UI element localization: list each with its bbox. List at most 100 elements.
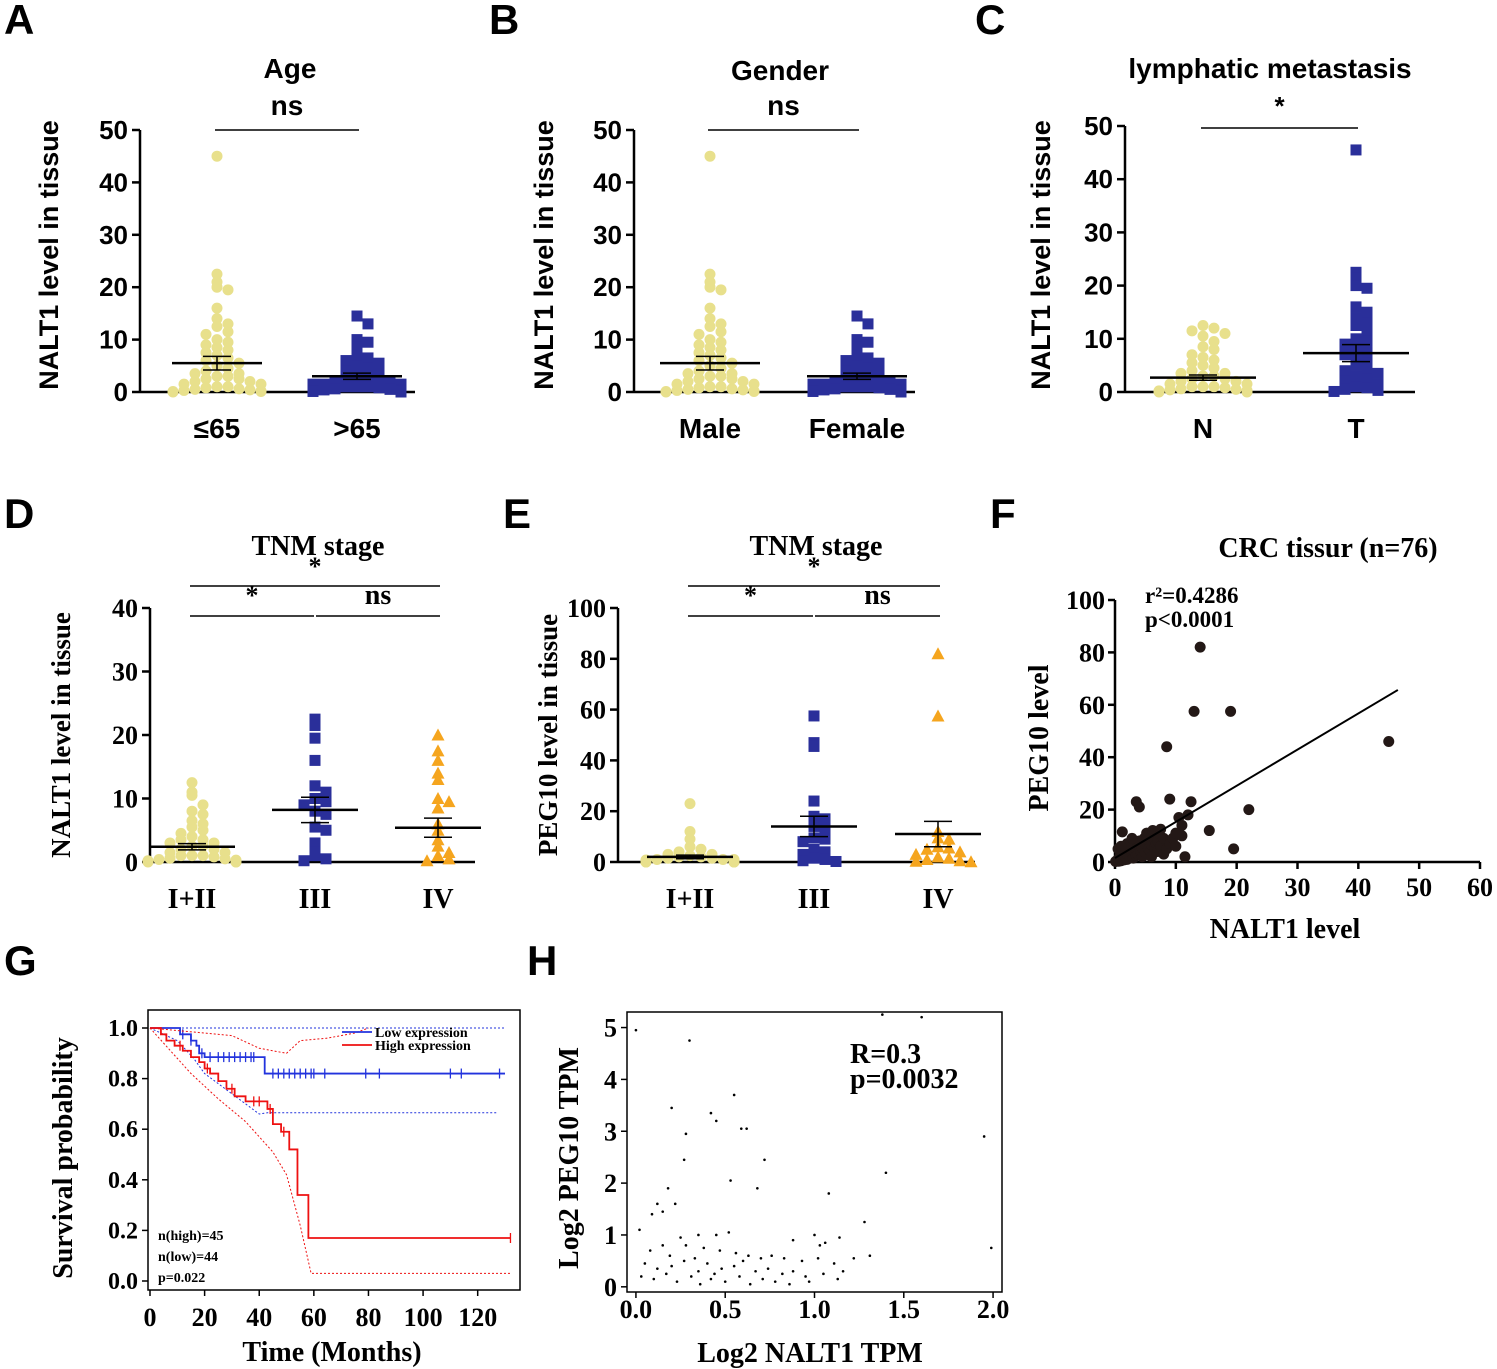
panel-a-point-65-7 xyxy=(222,318,234,330)
panel-e-point-i-ii-12 xyxy=(662,852,674,864)
panel-a-point-65-19 xyxy=(318,378,330,390)
panel-a-point-65-33 xyxy=(395,386,407,398)
panel-c-y-tick-label-3: 30 xyxy=(1084,217,1113,247)
panel-c-point-n-8 xyxy=(1186,349,1198,361)
panel-f-x-tick-label-1: 10 xyxy=(1163,873,1189,902)
panel-a-point-65-9 xyxy=(222,326,234,338)
panel-b-point-female-7 xyxy=(840,355,852,367)
panel-c-point-n-3 xyxy=(1219,327,1231,339)
panel-d-point-i-ii-8 xyxy=(186,821,198,833)
panel-d-y-axis-label: NALT1 level in tissue xyxy=(46,612,76,858)
panel-h-x-tick-label-4: 2.0 xyxy=(977,1295,1010,1324)
panel-g-x-tick-label-0: 0 xyxy=(144,1303,157,1332)
panel-e-point-iii-3 xyxy=(808,795,820,807)
panel-d-significance-label-1: * xyxy=(246,581,259,610)
panel-e-point-iv-15 xyxy=(964,855,978,868)
panel-b-point-female-17 xyxy=(829,376,841,388)
panel-b-point-male-37 xyxy=(726,383,738,395)
panel-e-point-iv-1 xyxy=(931,709,945,722)
panel-c-point-t-25 xyxy=(1339,375,1351,387)
panel-b-point-female-21 xyxy=(807,378,819,390)
panel-h-point-13 xyxy=(763,1158,766,1162)
panel-h-point-21 xyxy=(661,1210,665,1213)
panel-b-point-male-29 xyxy=(726,373,738,385)
panel-d-point-iv-15 xyxy=(420,854,434,867)
panel-h-point-48 xyxy=(852,1256,856,1260)
panel-h-point-29 xyxy=(791,1238,795,1242)
panel-g-survival: 0 20 40 60 80 100 120 0.0 0.2 0.4 0.6 0.8 1.0 Time (M… xyxy=(48,1009,521,1368)
panel-c-point-n-4 xyxy=(1197,330,1209,342)
panel-c-point-t-5 xyxy=(1350,301,1362,313)
panel-d-point-iv-12 xyxy=(442,845,456,858)
panel-b-point-male-17 xyxy=(704,349,716,361)
panel-a-point-65-7 xyxy=(340,355,352,367)
panel-b-y-tick-label-5: 50 xyxy=(593,115,622,145)
panel-f-point-64 xyxy=(1203,825,1215,837)
panel-h-point-26 xyxy=(679,1236,682,1239)
panel-d-point-iii-3 xyxy=(309,754,321,766)
panel-a-point-65-31 xyxy=(244,376,256,388)
panel-c-point-n-6 xyxy=(1197,341,1209,353)
panel-c-point-t-12 xyxy=(1361,335,1373,347)
panel-c-point-t-29 xyxy=(1339,383,1351,395)
panel-b-point-female-2 xyxy=(851,334,863,346)
panel-c-point-t-26 xyxy=(1372,378,1384,390)
panel-b-point-male-23 xyxy=(693,365,705,377)
panel-c-y-tick-label-5: 50 xyxy=(1084,111,1113,141)
panel-d-point-i-ii-4 xyxy=(186,805,198,817)
panel-g-y-tick-label-2: 0.4 xyxy=(108,1168,138,1194)
panel-f-point-57 xyxy=(1116,826,1128,838)
panel-letter-g: G xyxy=(4,937,37,984)
panel-h-point-25 xyxy=(697,1233,700,1237)
panel-d-point-iii-11 xyxy=(309,821,321,833)
panel-c-point-t-28 xyxy=(1361,382,1373,394)
panel-b-point-male-40 xyxy=(671,384,683,396)
panel-h-point-14 xyxy=(884,1171,888,1175)
panel-f-x-axis-label: NALT1 level xyxy=(1210,914,1361,945)
panel-b-point-male-35 xyxy=(715,381,727,393)
panel-b-point-male-38 xyxy=(682,383,694,395)
panel-b-series-female xyxy=(807,310,907,398)
panel-d-point-iv-4 xyxy=(431,772,445,785)
panel-d-y-tick-label-3: 30 xyxy=(112,658,138,687)
panel-h-point-70 xyxy=(689,1275,693,1278)
panel-b-point-male-44 xyxy=(660,386,672,398)
panel-a-point-65-10 xyxy=(200,328,212,340)
panel-c-point-n-16 xyxy=(1175,367,1187,379)
panel-letter-f: F xyxy=(990,490,1016,537)
panel-a-point-65-43 xyxy=(255,385,267,397)
panel-d-point-iii-4 xyxy=(309,780,321,792)
panel-a-point-65-27 xyxy=(222,370,234,382)
panel-c-point-n-26 xyxy=(1208,381,1220,393)
panel-d-point-iv-10 xyxy=(431,833,445,846)
panel-a-y-tick-label-2: 20 xyxy=(99,272,128,302)
panel-b-point-female-22 xyxy=(851,381,863,393)
panel-d-y-tick-label-0: 0 xyxy=(125,848,138,877)
panel-f-x-tick-label-6: 60 xyxy=(1467,873,1493,902)
panel-g-survival-curve-high-expression xyxy=(150,1027,511,1239)
panel-c-point-n-10 xyxy=(1208,354,1220,366)
panel-b-point-female-24 xyxy=(840,381,852,393)
panel-b-point-female-19 xyxy=(818,378,830,390)
panel-h-point-41 xyxy=(747,1254,750,1258)
panel-d-point-iv-5 xyxy=(431,792,445,804)
panel-g-ci-lower-high-expression xyxy=(149,1027,511,1274)
panel-a-point-65-28 xyxy=(200,373,212,385)
panel-b-y-tick-label-2: 20 xyxy=(593,272,622,302)
panel-h-point-39 xyxy=(718,1249,722,1252)
panel-b-point-male-18 xyxy=(715,352,727,364)
panel-f-x-tick-label-3: 30 xyxy=(1285,873,1311,902)
panel-d-point-i-ii-3 xyxy=(197,799,209,811)
panel-g-ci-lower-low-expression xyxy=(149,1027,497,1115)
panel-a-series-65 xyxy=(307,310,407,398)
panel-g-x-tick-label-3: 60 xyxy=(301,1303,327,1332)
panel-b-point-female-10 xyxy=(862,362,874,374)
panel-a-point-65-22 xyxy=(351,381,363,393)
panel-a-y-tick-label-1: 10 xyxy=(99,325,128,355)
panel-c-y-tick-label-2: 20 xyxy=(1084,271,1113,301)
panel-e-y-tick-label-1: 20 xyxy=(580,797,606,826)
panel-b-point-male-9 xyxy=(715,326,727,338)
panel-letter-h: H xyxy=(527,937,557,984)
panel-c-point-t-23 xyxy=(1350,370,1362,382)
